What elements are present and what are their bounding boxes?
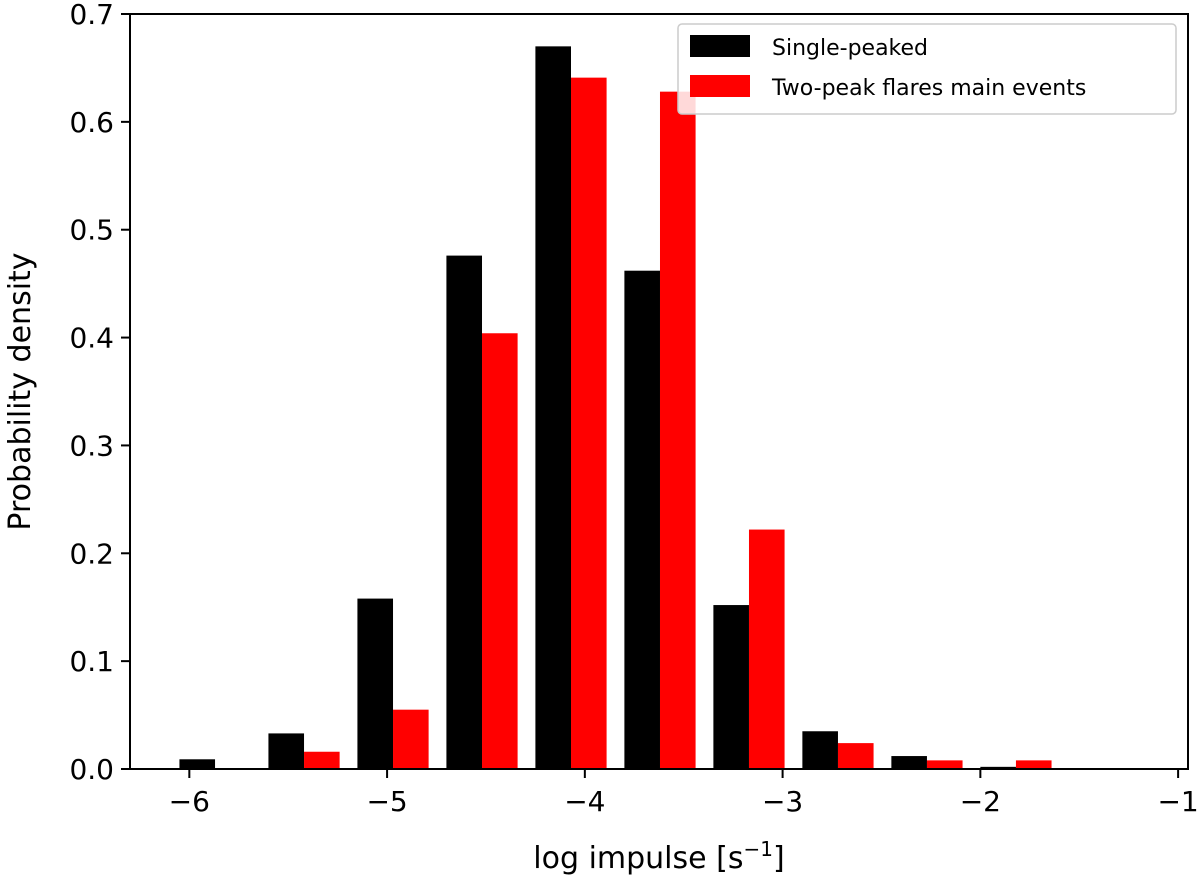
bar-series-0-bin-9 (980, 766, 1016, 769)
x-axis-label: log impulse [s−1] (533, 837, 784, 876)
bar-series-0-bin-3 (446, 255, 483, 770)
bar-series-0-bin-1 (268, 733, 305, 769)
bar-series-0-bin-5 (624, 270, 660, 769)
bar-series-0-bin-7 (802, 731, 838, 769)
bar-series-0-bin-0 (179, 759, 216, 769)
bar-series-1-bin-3 (482, 333, 518, 769)
y-tick-label: 0.1 (69, 645, 114, 678)
bar-series-0-bin-2 (357, 598, 394, 769)
x-tick-label: −4 (564, 785, 605, 818)
x-tick-label: −5 (366, 785, 407, 818)
x-tick-label: −3 (762, 785, 803, 818)
y-tick-label: 0.5 (69, 214, 114, 247)
legend-box (677, 23, 1177, 115)
bars-group (179, 46, 1052, 770)
bar-series-1-bin-5 (659, 91, 696, 769)
bar-series-1-bin-2 (393, 709, 429, 769)
bar-series-1-bin-4 (570, 77, 607, 769)
bar-series-1-bin-9 (1015, 760, 1052, 769)
legend-swatch-two-peak (690, 75, 750, 97)
y-tick-label: 0.2 (69, 537, 114, 570)
x-axis-label-close: ] (773, 841, 785, 876)
bar-series-1-bin-6 (748, 529, 785, 769)
y-axis-label: Probability density (3, 252, 38, 530)
x-axis: −6 −5 −4 −3 −2 −1 (169, 769, 1199, 818)
bar-series-0-bin-4 (535, 46, 571, 770)
y-tick-label: 0.4 (69, 322, 114, 355)
bar-series-1-bin-8 (926, 760, 963, 769)
x-tick-label: −6 (169, 785, 210, 818)
bar-series-0-bin-6 (713, 605, 749, 769)
legend-swatch-single-peaked (690, 35, 750, 57)
y-tick-label: 0.0 (69, 753, 114, 786)
y-axis: 0.0 0.1 0.2 0.3 0.4 0.5 0.6 0.7 (69, 0, 130, 786)
y-tick-label: 0.3 (69, 429, 114, 462)
x-axis-label-main: log impulse [s (533, 841, 743, 876)
x-axis-label-superscript: −1 (743, 837, 772, 861)
x-tick-label: −2 (960, 785, 1001, 818)
plot-frame (129, 13, 1189, 770)
x-tick-label: −1 (1157, 785, 1198, 818)
bar-series-0-bin-8 (891, 756, 927, 769)
bar-series-1-bin-7 (837, 743, 874, 769)
y-tick-label: 0.7 (69, 0, 114, 31)
legend-label-two-peak: Two-peak flares main events (771, 76, 1086, 101)
legend-label-single-peaked: Single-peaked (772, 36, 928, 61)
bar-series-1-bin-1 (304, 751, 340, 769)
legend: Single-peaked Two-peak flares main event… (677, 23, 1177, 115)
y-tick-label: 0.6 (69, 106, 114, 139)
